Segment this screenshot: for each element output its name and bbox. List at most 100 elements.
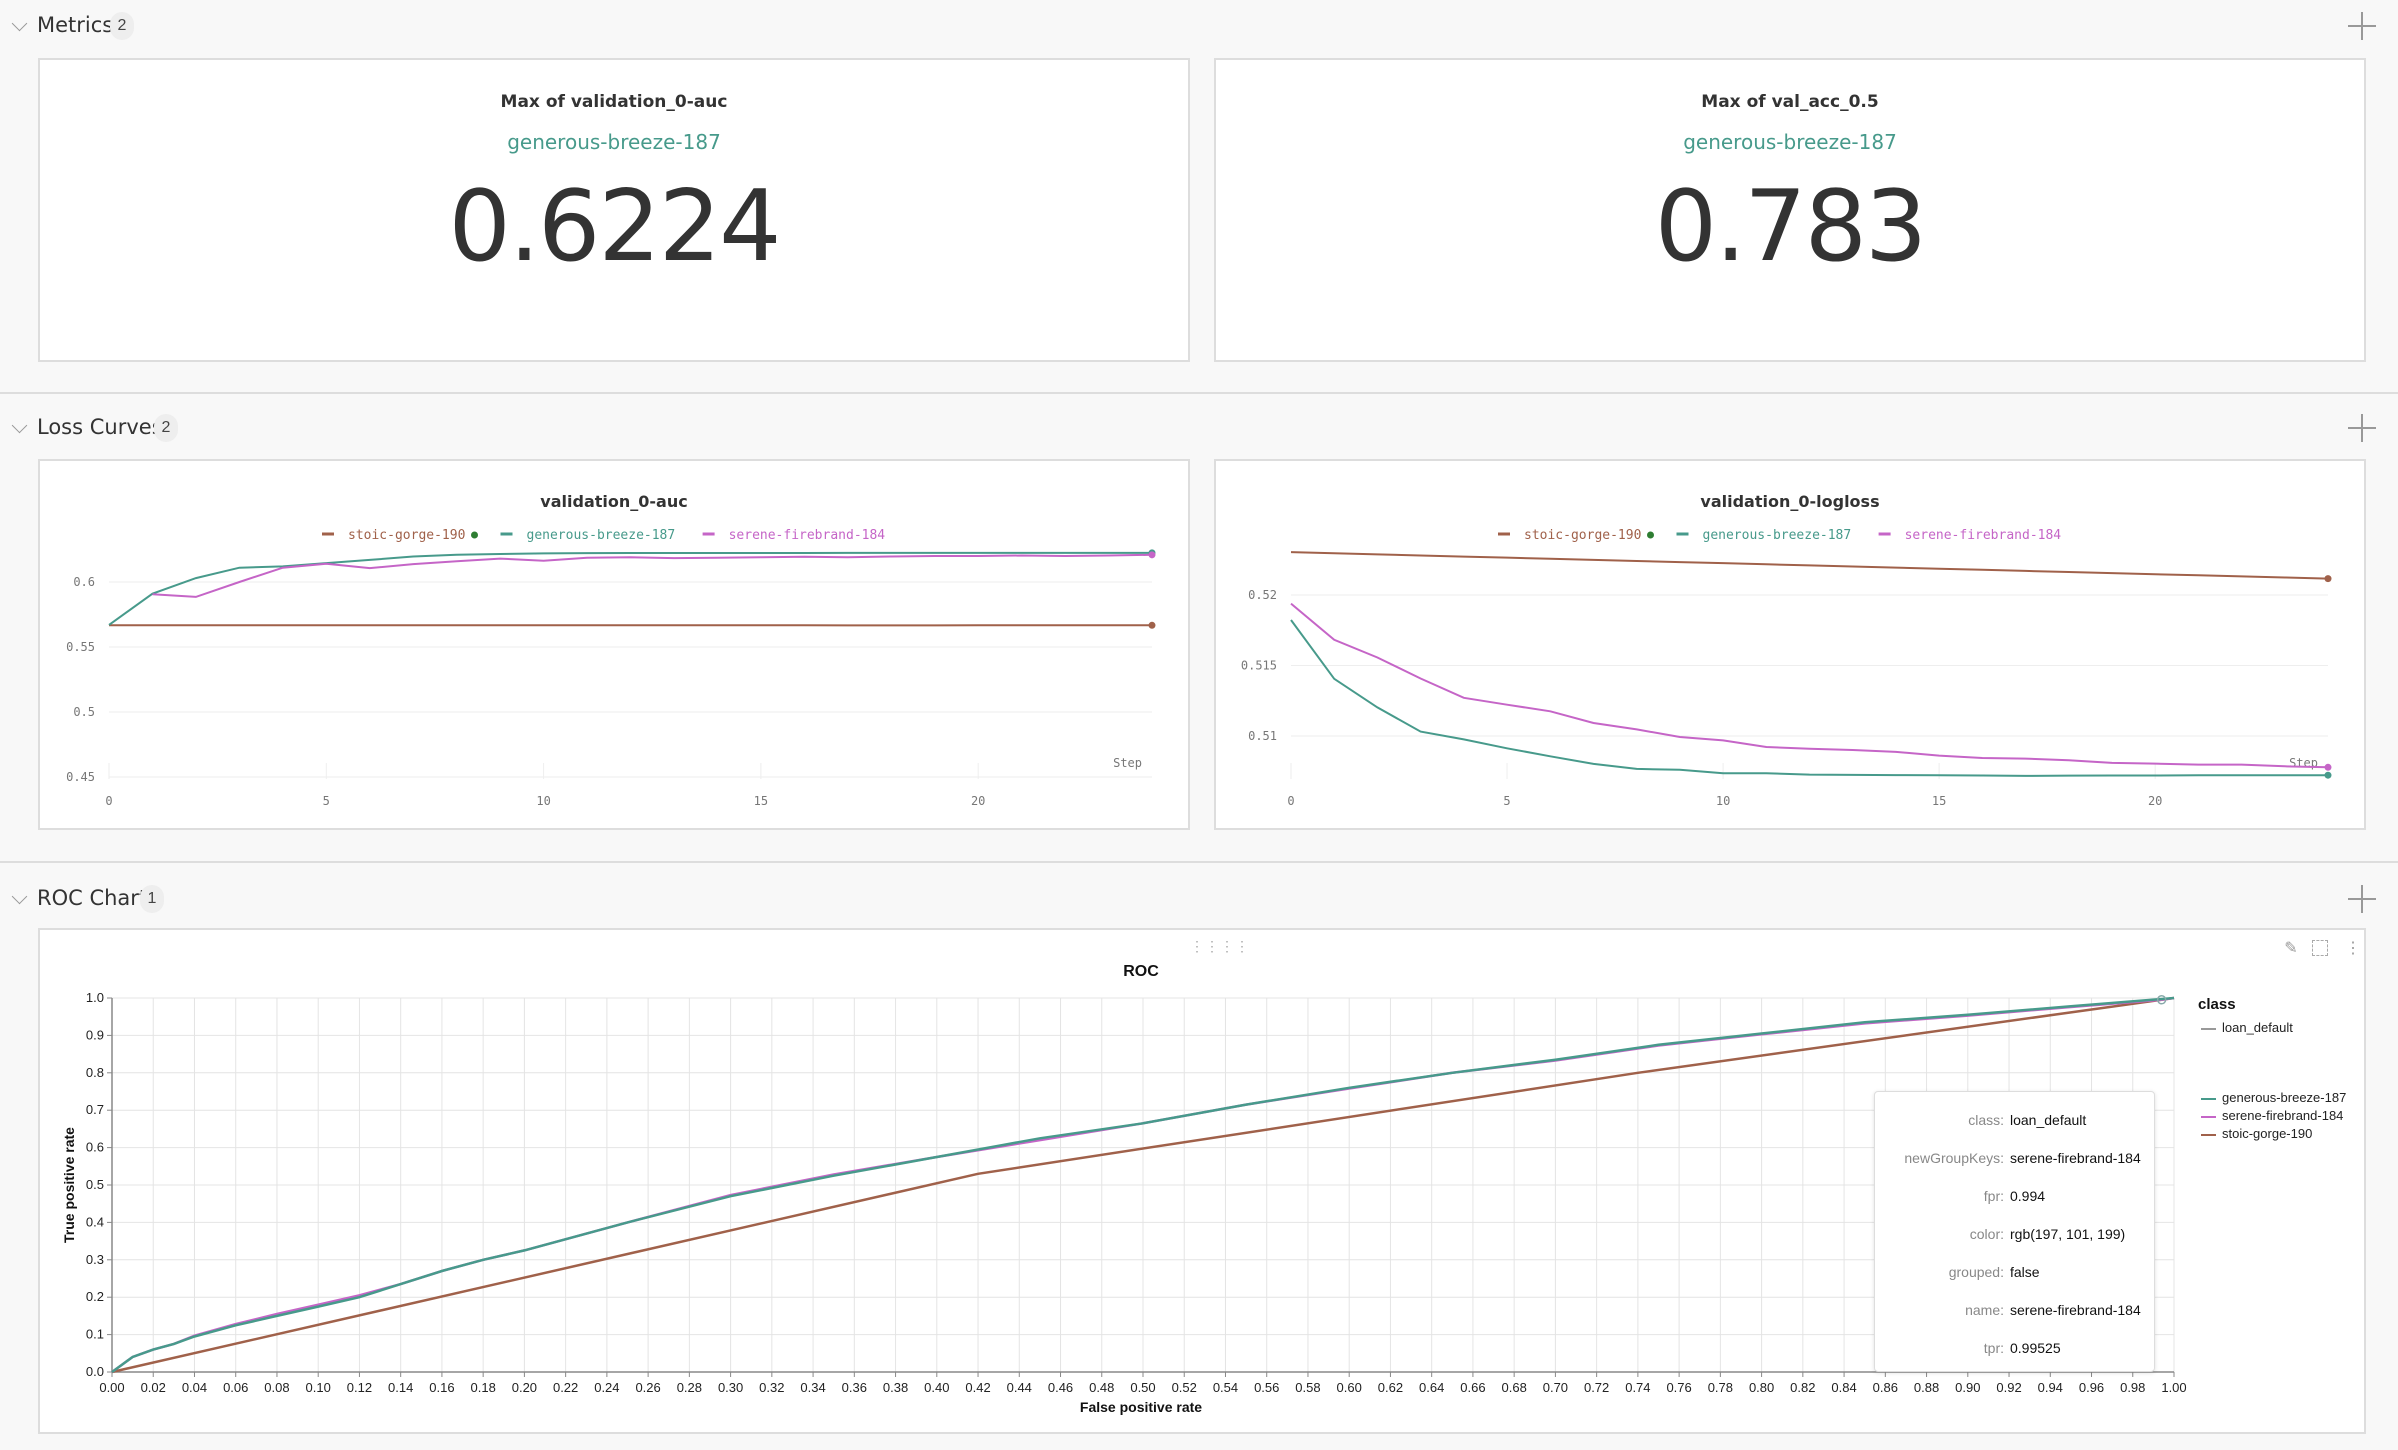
x-tick-label: 0.18 (471, 1380, 496, 1395)
metric-panel-acc[interactable]: Max of val_acc_0.5 generous-breeze-187 0… (1214, 58, 2366, 362)
tooltip-row-tpr: tpr: 0.99525 (1875, 1340, 2154, 1360)
roc-curve-stoic-gorge-190 (111, 996, 2175, 1374)
tooltip-key: grouped: (1948, 1264, 2004, 1280)
chevron-down-icon[interactable] (11, 888, 28, 905)
series-end-point (1148, 621, 1156, 629)
plus-icon[interactable] (2348, 12, 2376, 40)
y-tick-label: 0.7 (86, 1102, 104, 1117)
x-tick-label: 0.56 (1254, 1380, 1279, 1395)
tooltip-key: newGroupKeys: (1904, 1150, 2004, 1166)
metric-run-name[interactable]: generous-breeze-187 (507, 130, 721, 154)
x-tick-label: 0.78 (1708, 1380, 1733, 1395)
x-tick-label: 0.76 (1666, 1380, 1691, 1395)
panel-count-badge: 1 (140, 885, 164, 913)
series-end-point (1148, 551, 1156, 559)
x-tick-label: 0.44 (1007, 1380, 1032, 1395)
legend-item-stoic-gorge-190[interactable]: stoic-gorge-190 (2201, 1126, 2312, 1141)
x-tick-label: 0.88 (1914, 1380, 1939, 1395)
section-title: ROC Chart (37, 886, 148, 910)
x-tick-label: 10 (1716, 794, 1730, 808)
y-tick-label: 0.3 (86, 1252, 104, 1267)
x-tick-label: 5 (1503, 794, 1510, 808)
section-header-roc-chart[interactable]: ROC Chart 1 (0, 877, 2398, 927)
tooltip-key: name: (1965, 1302, 2004, 1318)
line-chart-panel-logloss[interactable]: validation_0-logloss stoic-gorge-190 gener… (1214, 459, 2366, 830)
legend-swatch (2201, 1133, 2216, 1136)
chart-title: ROC (1123, 963, 1159, 980)
x-tick-label: 0.92 (1996, 1380, 2021, 1395)
highlight-dot-icon (471, 531, 478, 539)
metric-panel-auc[interactable]: Max of validation_0-auc generous-breeze-… (38, 58, 1190, 362)
x-tick-label: 20 (2148, 794, 2162, 808)
x-tick-label: 0.46 (1048, 1380, 1073, 1395)
tooltip-value: 0.994 (2010, 1188, 2046, 1204)
x-tick-label: 0.06 (223, 1380, 248, 1395)
metric-run-name[interactable]: generous-breeze-187 (1683, 130, 1897, 154)
tooltip-key: class: (1968, 1112, 2004, 1128)
x-tick-label: 0.16 (429, 1380, 454, 1395)
tooltip-row-name: name: serene-firebrand-184 (1875, 1302, 2154, 1322)
metric-title: Max of validation_0-auc (500, 92, 728, 112)
x-tick-label: 0.70 (1543, 1380, 1568, 1395)
x-tick-label: 15 (1932, 794, 1946, 808)
x-tick-label: 0.08 (264, 1380, 289, 1395)
series-end-point (2324, 575, 2332, 583)
legend-label-generous-breeze-187: generous-breeze-187 (527, 528, 676, 543)
legend-item-loan-default[interactable]: loan_default (2201, 1020, 2293, 1035)
x-tick-label: 0.86 (1873, 1380, 1898, 1395)
x-tick-label: 0.74 (1625, 1380, 1650, 1395)
auc-line-chart[interactable]: validation_0-auc stoic-gorge-190 generous-… (40, 461, 1188, 828)
series-line-stoic-gorge-190 (1290, 551, 2329, 580)
y-tick-label: 1.0 (86, 990, 104, 1005)
y-tick-label: 0.9 (86, 1027, 104, 1042)
x-axis-label: False positive rate (1080, 1399, 1202, 1415)
x-tick-label: 0.62 (1378, 1380, 1403, 1395)
plus-icon[interactable] (2348, 885, 2376, 913)
pencil-icon[interactable]: ✎ (2284, 940, 2298, 957)
x-tick-label: 0.68 (1502, 1380, 1527, 1395)
tooltip-row-fpr: fpr: 0.994 (1875, 1188, 2154, 1208)
expand-icon[interactable] (2312, 940, 2328, 956)
chevron-down-icon[interactable] (11, 417, 28, 434)
roc-curve-generous-breeze-187 (111, 996, 2175, 1374)
tooltip-value: serene-firebrand-184 (2010, 1302, 2141, 1318)
section-header-loss-curves[interactable]: Loss Curves 2 (0, 406, 2398, 456)
drag-handle-icon[interactable]: ⋮⋮⋮⋮ (1190, 938, 1250, 954)
roc-chart-panel[interactable]: ⋮⋮⋮⋮ ✎ ⋮ ROC 0.00 0.02 0.04 0.06 0.08 0.10 0.12… (38, 928, 2366, 1434)
y-tick-label: 0.52 (1248, 588, 1277, 602)
x-tick-label: 0.32 (759, 1380, 784, 1395)
line-chart-panel-auc[interactable]: validation_0-auc stoic-gorge-190 generous-… (38, 459, 1190, 830)
y-tick-label: 0.6 (73, 575, 95, 589)
x-tick-label: 0.38 (883, 1380, 908, 1395)
metric-title: Max of val_acc_0.5 (1701, 92, 1879, 112)
hover-point (2156, 995, 2167, 1005)
tooltip-key: color: (1969, 1226, 2004, 1242)
x-tick-label: 0.60 (1337, 1380, 1362, 1395)
tooltip-value: serene-firebrand-184 (2010, 1150, 2141, 1166)
x-tick-label: 0.02 (141, 1380, 166, 1395)
tooltip-row-grouped: grouped: false (1875, 1264, 2154, 1284)
x-tick-label: 0.40 (924, 1380, 949, 1395)
legend-title: class (2198, 996, 2236, 1013)
legend-swatch (2201, 1097, 2216, 1100)
legend-item-serene-firebrand-184[interactable]: serene-firebrand-184 (2201, 1108, 2343, 1123)
series-line-generous-breeze-187 (108, 551, 1152, 626)
logloss-line-chart[interactable]: validation_0-logloss stoic-gorge-190 gener… (1216, 461, 2364, 828)
x-tick-label: 0.00 (99, 1380, 124, 1395)
x-tick-label: 0.80 (1749, 1380, 1774, 1395)
legend-item-generous-breeze-187[interactable]: generous-breeze-187 (2201, 1090, 2346, 1105)
legend-label: loan_default (2222, 1020, 2293, 1035)
y-tick-label: 0.0 (86, 1364, 104, 1379)
chevron-down-icon[interactable] (11, 15, 28, 32)
plus-icon[interactable] (2348, 414, 2376, 442)
x-axis-label: Step (1113, 756, 1142, 770)
y-tick-label: 0.515 (1241, 659, 1277, 673)
roc-chart[interactable]: ROC 0.00 0.02 0.04 0.06 0.08 0.10 0.12 0.14 0.16 0… (40, 930, 2364, 1432)
section-header-metrics[interactable]: Metrics 2 (0, 4, 2398, 54)
chart-title: validation_0-auc (540, 492, 687, 511)
x-tick-label: 5 (323, 794, 330, 808)
more-vertical-icon[interactable]: ⋮ (2345, 940, 2361, 957)
x-tick-label: 0.98 (2120, 1380, 2145, 1395)
series-line-serene-firebrand-184 (1290, 602, 2329, 769)
series-end-point (2324, 763, 2332, 771)
